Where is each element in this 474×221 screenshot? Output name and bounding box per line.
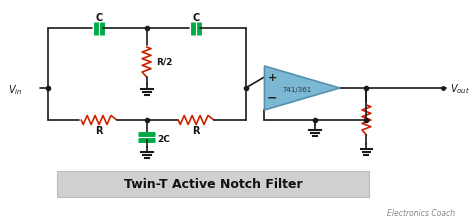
Text: +: + (268, 73, 277, 83)
Text: C: C (95, 13, 103, 23)
Text: $V_{out}$: $V_{out}$ (450, 82, 470, 96)
Text: −: − (267, 91, 278, 105)
Text: C: C (192, 13, 200, 23)
Text: $V_{in}$: $V_{in}$ (8, 83, 22, 97)
Text: Electronics Coach: Electronics Coach (387, 208, 456, 217)
Text: R/2: R/2 (156, 57, 173, 67)
Text: R: R (192, 126, 200, 136)
Text: 741/361: 741/361 (283, 87, 312, 93)
Text: Twin-T Active Notch Filter: Twin-T Active Notch Filter (124, 177, 302, 191)
Text: 2C: 2C (157, 135, 170, 143)
Text: R: R (95, 126, 103, 136)
Polygon shape (264, 66, 340, 110)
FancyBboxPatch shape (57, 171, 369, 197)
